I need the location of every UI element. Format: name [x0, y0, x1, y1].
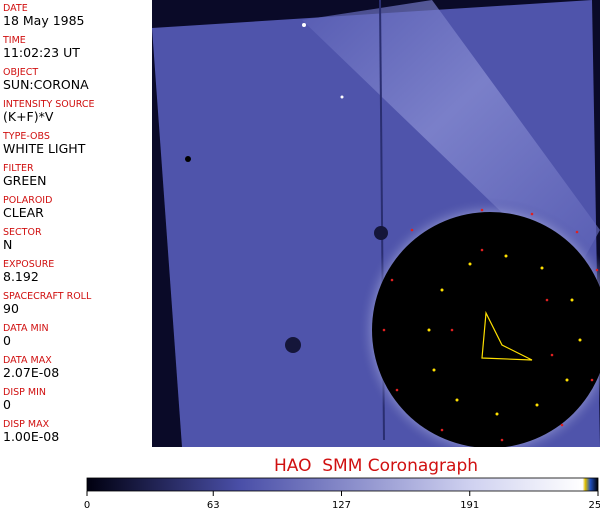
field-value: N [3, 237, 13, 252]
field-label: SECTOR [3, 227, 42, 238]
field-label: TYPE-OBS [3, 131, 50, 142]
tick-label: 127 [332, 500, 351, 511]
tick-label: 191 [460, 500, 479, 511]
field-label: EXPOSURE [3, 259, 55, 270]
field-label: FILTER [3, 163, 34, 174]
field-label: SPACECRAFT ROLL [3, 291, 92, 302]
info-panel: DATE 18 May 1985 TIME 11:02:23 UT OBJECT SUN:… [0, 0, 153, 447]
field-label: TIME [3, 35, 26, 46]
field-label: INTENSITY SOURCE [3, 99, 95, 110]
colorbar: 0 63 127 191 255 [84, 477, 600, 511]
field-value: WHITE LIGHT [3, 141, 86, 156]
field-value: CLEAR [3, 205, 44, 220]
field-label: DATA MIN [3, 323, 49, 334]
field-label: DISP MIN [3, 387, 47, 398]
coronagraph-image [152, 0, 600, 447]
field-value: 2.07E-08 [3, 365, 60, 380]
tick-label: 0 [84, 500, 90, 511]
field-label: DATE [3, 3, 28, 14]
field-value: 90 [3, 301, 19, 316]
field-label: POLAROID [3, 195, 53, 206]
colorbar-ramp [86, 477, 599, 492]
tick-label: 63 [207, 500, 220, 511]
field-value: (K+F)*V [3, 109, 54, 124]
field-value: 1.00E-08 [3, 429, 60, 444]
field-value: GREEN [3, 173, 47, 188]
field-label: OBJECT [3, 67, 39, 78]
field-label: DISP MAX [3, 419, 50, 430]
title: HAO SMM Coronagraph [273, 456, 479, 476]
tick-label: 255 [588, 500, 600, 511]
field-value: 8.192 [3, 269, 39, 284]
field-value: SUN:CORONA [3, 77, 89, 92]
field-value: 0 [3, 333, 11, 348]
field-value: 18 May 1985 [3, 13, 85, 28]
field-label: DATA MAX [3, 355, 52, 366]
field-value: 0 [3, 397, 11, 412]
field-value: 11:02:23 UT [3, 45, 80, 60]
